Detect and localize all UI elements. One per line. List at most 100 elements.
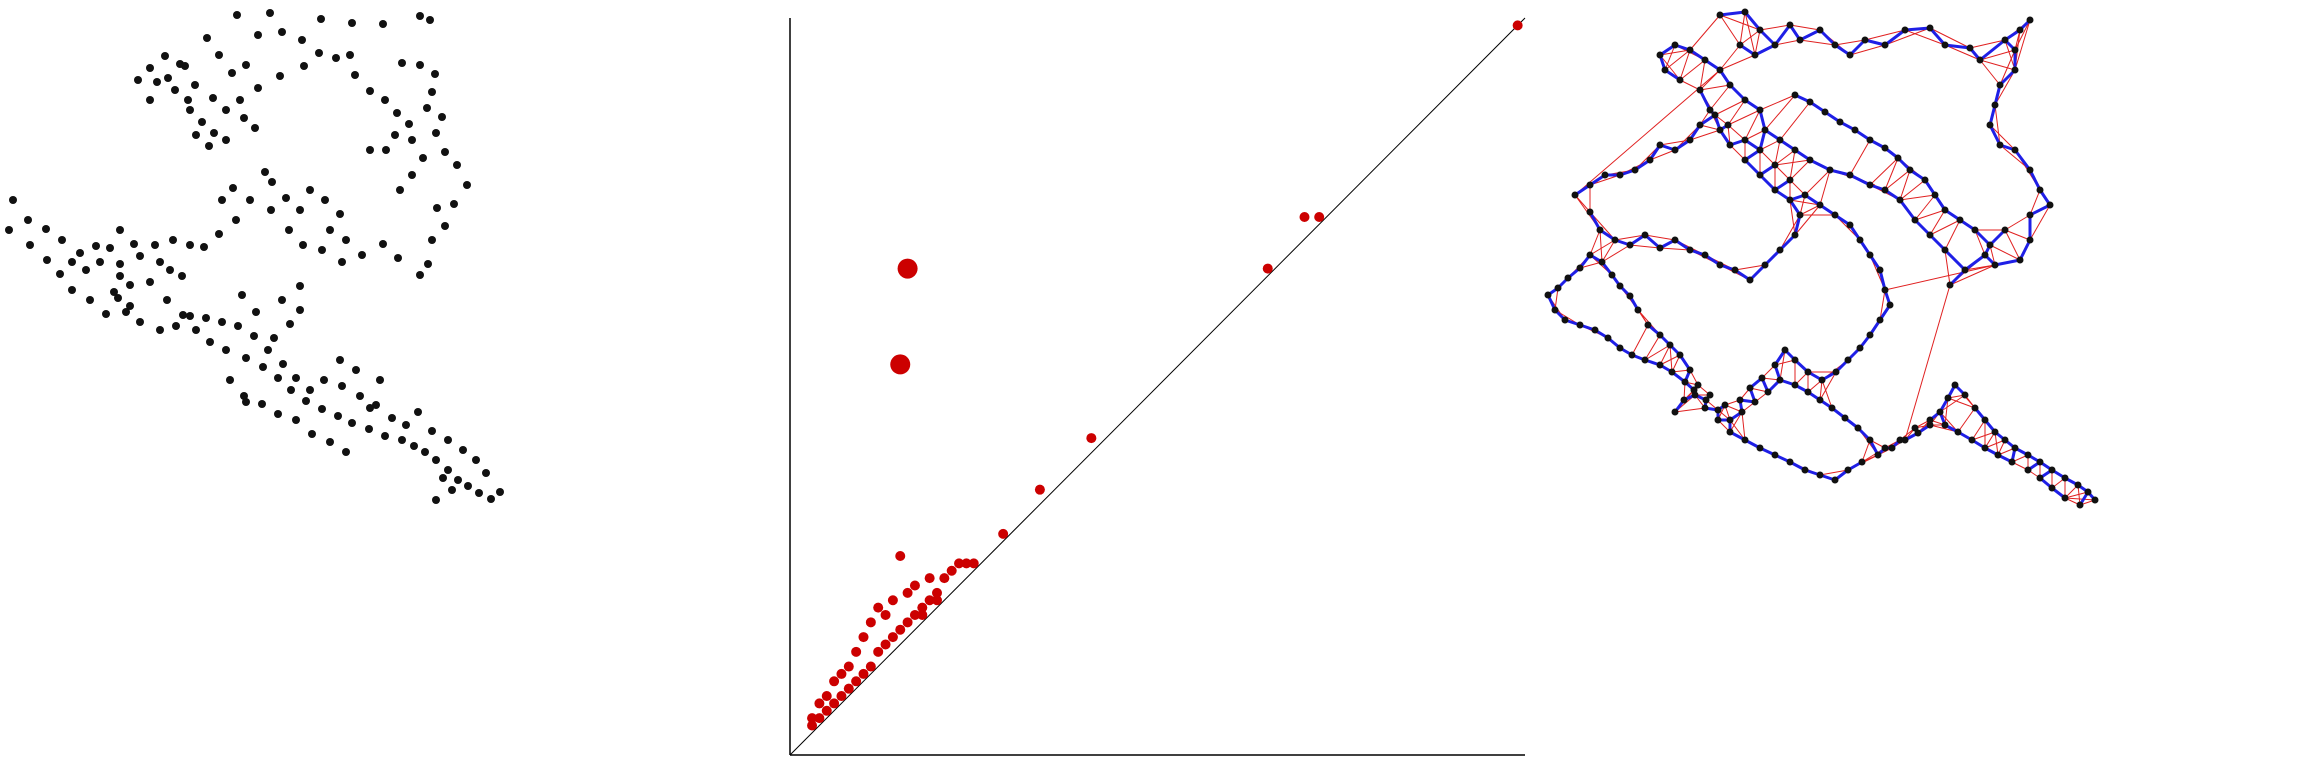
graph-node [1601, 171, 1609, 179]
graph-node [1976, 56, 1984, 64]
cloud-point [348, 419, 356, 427]
neighbor-edge [1629, 244, 1661, 249]
graph-node [1816, 396, 1824, 404]
graph-node [1881, 41, 1889, 49]
mst-edge [1998, 68, 2017, 87]
graph-node [1844, 466, 1852, 474]
neighbor-edge [1804, 169, 1831, 196]
neighbor-edge [1714, 99, 1746, 116]
cloud-point [405, 120, 413, 128]
graph-node [1926, 24, 1934, 32]
cloud-point [296, 306, 304, 314]
graph-node [1736, 396, 1744, 404]
graph-node [1866, 331, 1874, 339]
graph-node [1944, 394, 1952, 402]
neighbor-edge [1879, 289, 1886, 321]
graph-node [2011, 66, 2019, 74]
neighbor-edge [1929, 209, 1946, 236]
mst-edge [1943, 248, 1967, 272]
graph-node [1791, 356, 1799, 364]
cloud-point [258, 400, 266, 408]
graph-node [1786, 196, 1794, 204]
graph-node [1661, 66, 1669, 74]
graph-node [1544, 291, 1552, 299]
graph-node [1690, 386, 1698, 394]
neighbor-edge [1759, 94, 1796, 111]
graph-node [1831, 41, 1839, 49]
diagram-point [843, 661, 854, 672]
graph-node [1866, 136, 1874, 144]
graph-node [1981, 251, 1989, 259]
graph-node [1961, 266, 1969, 274]
graph-node [2024, 451, 2032, 459]
cloud-point [242, 61, 250, 69]
graph-node [1701, 251, 1709, 259]
graph-node [1631, 166, 1639, 174]
graph-node [1816, 201, 1824, 209]
neighbor-edge [1914, 194, 1936, 221]
neighbor-edge [1679, 79, 1701, 91]
neighbor-edge [2064, 491, 2089, 499]
diagram-point [836, 668, 847, 679]
graph-node [1806, 98, 1814, 106]
graph-node [1968, 436, 1976, 444]
persistence-diagram-plot [789, 17, 1526, 756]
neighbor-edge [1861, 439, 1871, 463]
graph-node [1818, 376, 1826, 384]
graph-node [1776, 376, 1784, 384]
cloud-point [116, 272, 124, 280]
cloud-point [278, 296, 286, 304]
neighbor-edge [1944, 397, 1949, 426]
cloud-point [205, 142, 213, 150]
graph-node [1858, 458, 1866, 466]
neighbor-edge [1601, 244, 1631, 263]
neighbor-edge [1719, 54, 1756, 71]
mst-edge [2029, 203, 2051, 217]
cloud-point [366, 87, 374, 95]
cloud-point [459, 446, 467, 454]
mst-edge [1763, 248, 1782, 267]
neighbor-edge [1789, 149, 1796, 181]
neighbor-edge [1979, 59, 2016, 71]
neighbor-edge [1884, 157, 1899, 191]
graph-node [1991, 261, 1999, 269]
neighbor-edge [1821, 379, 1833, 409]
graph-node [1956, 216, 1964, 224]
cloud-point [252, 308, 260, 316]
graph-node [1876, 266, 1884, 274]
neighbor-edge [1884, 27, 1931, 46]
neighbor-edge [1659, 354, 1681, 366]
neighbor-edge [1614, 234, 1646, 241]
graph-node [1861, 36, 1869, 44]
graph-node [1686, 136, 1694, 144]
neighbor-edge [1899, 169, 1911, 201]
neighbor-edge [1789, 24, 1821, 31]
graph-node [1741, 8, 1749, 16]
neighbor-edge [1644, 234, 1676, 241]
neighbor-edge [1949, 264, 1996, 286]
graph-node [1991, 428, 1999, 436]
graph-node [1628, 351, 1636, 359]
graph-node [1746, 384, 1754, 392]
cloud-point [110, 288, 118, 296]
neighbor-edge [2014, 19, 2031, 71]
cloud-point [270, 334, 278, 342]
graph-node [1668, 368, 1676, 376]
graph-node [1701, 404, 1709, 412]
graph-node [1996, 141, 2004, 149]
neighbor-edge [1699, 84, 1731, 91]
neighbor-edge [1979, 59, 2001, 86]
mst-edge [1849, 173, 1871, 187]
mst-edge [1979, 38, 2006, 62]
cloud-point [96, 258, 104, 266]
cloud-point [463, 181, 471, 189]
neighbor-edge [1601, 239, 1616, 263]
graph-node [1756, 106, 1764, 114]
cloud-point [379, 20, 387, 28]
graph-node [1641, 231, 1649, 239]
diagram-point [865, 617, 876, 628]
graph-node [1711, 111, 1719, 119]
cloud-point [453, 161, 461, 169]
neighbor-edge [1869, 157, 1899, 186]
cloud-point [342, 236, 350, 244]
